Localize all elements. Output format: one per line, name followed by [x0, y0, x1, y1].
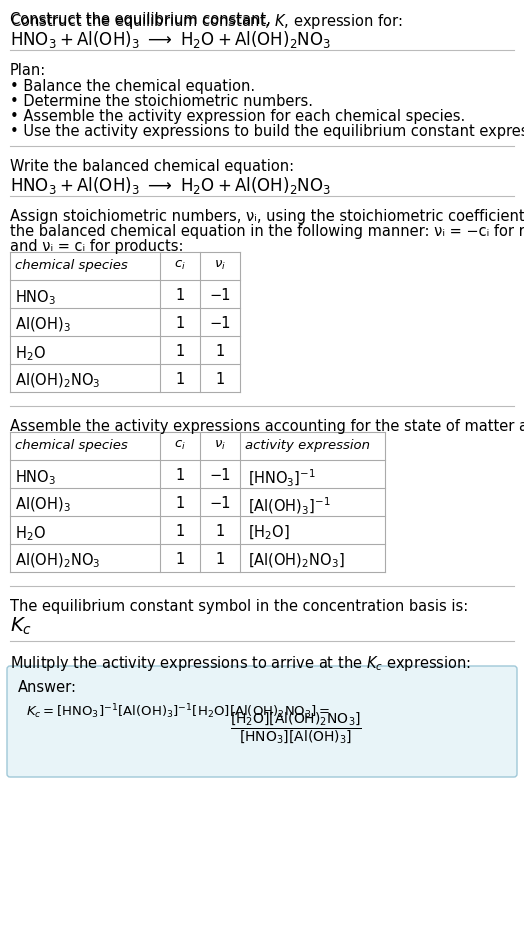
Text: Plan:: Plan:: [10, 63, 46, 78]
Text: Write the balanced chemical equation:: Write the balanced chemical equation:: [10, 159, 294, 174]
Text: 1: 1: [215, 551, 225, 566]
Text: 1: 1: [176, 467, 184, 483]
Text: $\mathrm{Al(OH)_2NO_3}$: $\mathrm{Al(OH)_2NO_3}$: [15, 371, 100, 390]
Text: and νᵢ = cᵢ for products:: and νᵢ = cᵢ for products:: [10, 239, 183, 254]
Text: $\mathrm{Al(OH)_3}$: $\mathrm{Al(OH)_3}$: [15, 316, 71, 334]
Text: −1: −1: [209, 467, 231, 483]
Text: 1: 1: [176, 371, 184, 387]
Text: $\nu_i$: $\nu_i$: [214, 259, 226, 272]
Text: 1: 1: [176, 344, 184, 359]
Text: chemical species: chemical species: [15, 259, 128, 271]
Text: $\mathrm{Al(OH)_2NO_3}$: $\mathrm{Al(OH)_2NO_3}$: [15, 551, 100, 570]
Text: activity expression: activity expression: [245, 439, 370, 451]
Text: 1: 1: [176, 551, 184, 566]
Text: The equilibrium constant symbol in the concentration basis is:: The equilibrium constant symbol in the c…: [10, 599, 468, 613]
Text: $\mathrm{[Al(OH)_2NO_3]}$: $\mathrm{[Al(OH)_2NO_3]}$: [248, 551, 345, 570]
Text: Answer:: Answer:: [18, 680, 77, 694]
Text: Mulitply the activity expressions to arrive at the $K_c$ expression:: Mulitply the activity expressions to arr…: [10, 653, 471, 672]
Text: 1: 1: [176, 316, 184, 330]
Text: the balanced chemical equation in the following manner: νᵢ = −cᵢ for reactants: the balanced chemical equation in the fo…: [10, 224, 524, 239]
Text: chemical species: chemical species: [15, 439, 128, 451]
Text: $K_c = [\mathrm{HNO_3}]^{-1}[\mathrm{Al(OH)_3}]^{-1}[\mathrm{H_2O}][\mathrm{Al(O: $K_c = [\mathrm{HNO_3}]^{-1}[\mathrm{Al(…: [26, 702, 330, 720]
Text: −1: −1: [209, 288, 231, 303]
Text: $\mathrm{HNO_3 + Al(OH)_3\ \longrightarrow\ H_2O + Al(OH)_2NO_3}$: $\mathrm{HNO_3 + Al(OH)_3\ \longrightarr…: [10, 175, 331, 196]
Text: −1: −1: [209, 316, 231, 330]
Text: • Assemble the activity expression for each chemical species.: • Assemble the activity expression for e…: [10, 109, 465, 124]
Text: • Determine the stoichiometric numbers.: • Determine the stoichiometric numbers.: [10, 94, 313, 109]
Text: • Balance the chemical equation.: • Balance the chemical equation.: [10, 79, 255, 94]
Text: 1: 1: [176, 288, 184, 303]
Text: 1: 1: [215, 371, 225, 387]
Text: $\dfrac{[\mathrm{H_2O}][\mathrm{Al(OH)_2NO_3}]}{[\mathrm{HNO_3}][\mathrm{Al(OH)_: $\dfrac{[\mathrm{H_2O}][\mathrm{Al(OH)_2…: [230, 709, 362, 744]
Text: $\mathrm{HNO_3}$: $\mathrm{HNO_3}$: [15, 467, 56, 486]
Text: 1: 1: [176, 524, 184, 539]
Text: Assemble the activity expressions accounting for the state of matter and νᵢ:: Assemble the activity expressions accoun…: [10, 419, 524, 433]
Text: 1: 1: [176, 495, 184, 510]
FancyBboxPatch shape: [7, 666, 517, 777]
Text: $\mathrm{H_2O}$: $\mathrm{H_2O}$: [15, 344, 46, 363]
Text: $c_i$: $c_i$: [174, 439, 186, 451]
Text: 1: 1: [215, 344, 225, 359]
Text: Construct the equilibrium constant, $K$, expression for:: Construct the equilibrium constant, $K$,…: [10, 12, 402, 31]
Text: $\mathrm{[H_2O]}$: $\mathrm{[H_2O]}$: [248, 524, 290, 542]
Text: Construct the equilibrium constant,: Construct the equilibrium constant,: [10, 12, 276, 27]
Text: $c_i$: $c_i$: [174, 259, 186, 272]
Text: −1: −1: [209, 495, 231, 510]
Text: 1: 1: [215, 524, 225, 539]
Text: $\mathrm{HNO_3 + Al(OH)_3\ \longrightarrow\ H_2O + Al(OH)_2NO_3}$: $\mathrm{HNO_3 + Al(OH)_3\ \longrightarr…: [10, 29, 331, 50]
Text: $K_c$: $K_c$: [10, 615, 32, 637]
Text: $\mathrm{Al(OH)_3}$: $\mathrm{Al(OH)_3}$: [15, 495, 71, 514]
Text: $\mathrm{HNO_3}$: $\mathrm{HNO_3}$: [15, 288, 56, 307]
Text: • Use the activity expressions to build the equilibrium constant expression.: • Use the activity expressions to build …: [10, 124, 524, 139]
Text: $\mathrm{[HNO_3]^{-1}}$: $\mathrm{[HNO_3]^{-1}}$: [248, 467, 316, 488]
Text: $\mathrm{[Al(OH)_3]^{-1}}$: $\mathrm{[Al(OH)_3]^{-1}}$: [248, 495, 331, 517]
Text: $\nu_i$: $\nu_i$: [214, 439, 226, 451]
Text: Assign stoichiometric numbers, νᵢ, using the stoichiometric coefficients, cᵢ, fr: Assign stoichiometric numbers, νᵢ, using…: [10, 208, 524, 224]
Text: $\mathrm{H_2O}$: $\mathrm{H_2O}$: [15, 524, 46, 542]
